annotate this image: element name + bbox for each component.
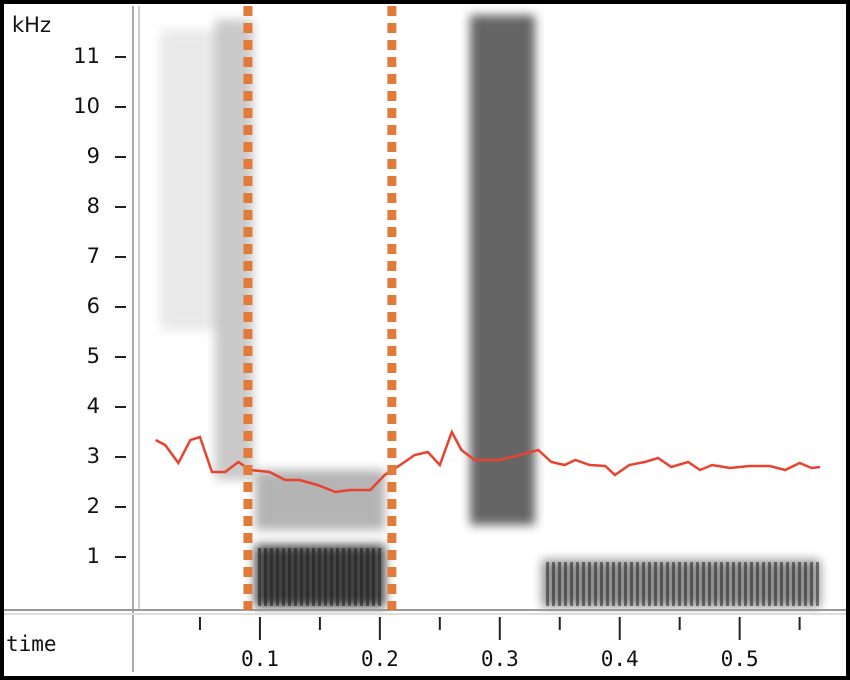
- x-tick-label: 0.3: [481, 647, 519, 671]
- x-tick-label: 0.2: [361, 647, 399, 671]
- x-axis-label: time: [6, 632, 57, 656]
- y-tick-label: 7: [87, 244, 100, 268]
- x-tick-label: 0.1: [241, 647, 279, 671]
- y-tick-label: 9: [87, 144, 100, 168]
- y-tick-label: 3: [87, 444, 100, 468]
- y-axis-label: kHz: [12, 13, 51, 37]
- y-tick-label: 8: [87, 194, 100, 218]
- y-tick-label: 5: [87, 344, 100, 368]
- x-tick-label: 0.4: [601, 647, 639, 671]
- y-tick-label: 2: [87, 494, 100, 518]
- y-tick-label: 4: [87, 394, 100, 418]
- x-tick-label: 0.5: [721, 647, 759, 671]
- y-tick-label: 10: [73, 94, 100, 118]
- y-tick-label: 1: [87, 544, 100, 568]
- y-tick-label: 11: [73, 44, 100, 68]
- y-tick-label: 6: [87, 294, 100, 318]
